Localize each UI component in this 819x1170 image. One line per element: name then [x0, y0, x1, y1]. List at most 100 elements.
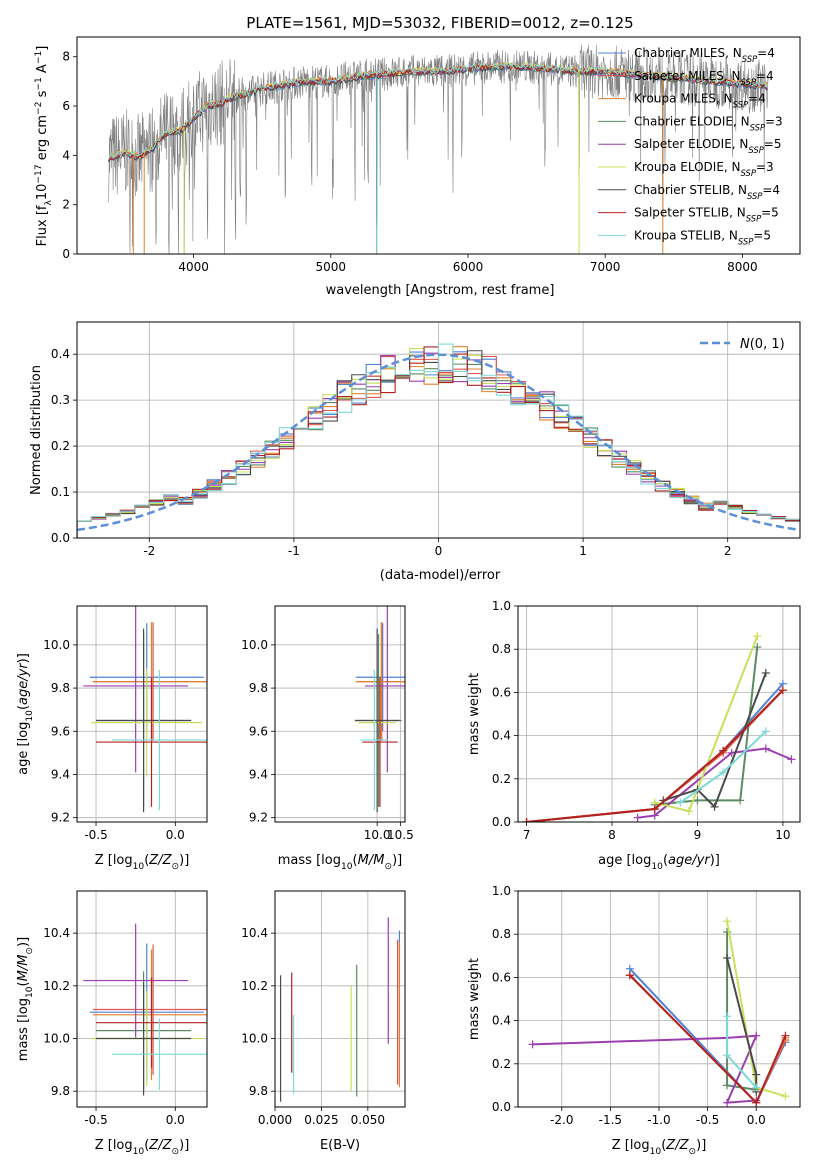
weight-vs-age-panel: 7 8 9 10 0.0 0.2 0.4 0.6 0.8 1.0 age [log10(age/yr…: [467, 599, 801, 872]
axes-frame: [76, 36, 801, 255]
y-tick-label: 0.2: [492, 1057, 511, 1071]
y-tick-label: 9.8: [249, 1084, 268, 1098]
x-tick-label: 0.050: [351, 1113, 385, 1127]
axes-frame: [274, 605, 406, 823]
plot-area: [77, 343, 800, 538]
x-tick-label: -2: [143, 544, 155, 558]
x-tick-label: -1.5: [599, 1113, 622, 1127]
legend-label-4: Chabrier ELODIE, NSSP=3: [634, 114, 783, 132]
y-tick-label: 6: [62, 99, 70, 113]
weight-vs-metallicity-panel: -2.0 -1.5 -1.0 -0.5 0.0 0.0 0.2 0.4 0.6 0.8 1.0 Z […: [467, 884, 801, 1157]
x-tick-label: 0.0: [166, 828, 185, 842]
y-tick-label: 0.4: [492, 729, 511, 743]
axes-frame: [76, 321, 801, 539]
axes-frame: [76, 890, 208, 1108]
legend-label-normal: N(0, 1): [740, 337, 785, 352]
y-tick-label: 9.2: [249, 811, 268, 825]
legend-label-2: Salpeter MILES, NSSP=4: [634, 69, 774, 87]
x-tick-label: 0.0: [747, 1113, 766, 1127]
x-tick-label: -0.5: [696, 1113, 719, 1127]
y-tick-label: 9.6: [249, 724, 268, 738]
x-tick-label: 5000: [316, 260, 347, 274]
y-tick-label: 1.0: [492, 884, 511, 898]
x-axis-label: (data-model)/error: [380, 568, 501, 583]
y-axis-label: age [log10(age/yr)]: [16, 653, 35, 775]
x-tick-label: 6000: [453, 260, 484, 274]
x-tick-label: -1: [288, 544, 300, 558]
x-tick-label: 4000: [178, 260, 209, 274]
y-tick-label: 9.2: [51, 811, 70, 825]
y-tick-label: 0.2: [492, 772, 511, 786]
y-tick-label: 9.6: [51, 724, 70, 738]
age-vs-metallicity-panel: -0.5 0.0 9.2 9.4 9.6 9.8 10.0 Z [log10(Z/Z⊙)] ag…: [16, 605, 208, 872]
residuals-panel: -2 -1 0 1 2 0.0 0.1 0.2 0.3 0.4 (data-model)/error…: [29, 321, 801, 583]
model-spectrum-8: [108, 62, 768, 162]
y-tick-label: 2: [62, 198, 70, 212]
y-tick-label: 10.2: [241, 979, 268, 993]
y-tick-label: 9.8: [51, 681, 70, 695]
y-tick-label: 9.4: [249, 767, 268, 781]
x-axis-label: mass [log10(M/M⊙)]: [278, 853, 402, 872]
x-tick-label: -0.5: [84, 828, 107, 842]
y-tick-label: 9.4: [51, 767, 70, 781]
plot-area: [522, 632, 796, 822]
x-tick-label: 0: [435, 544, 443, 558]
x-tick-label: 0.000: [258, 1113, 292, 1127]
x-tick-label: 8000: [727, 260, 758, 274]
axes-frame: [274, 890, 406, 1108]
plot-area: [108, 44, 769, 254]
y-tick-label: 0.2: [51, 439, 70, 453]
y-axis-label: Flux [fλ10−17 erg cm−2 s−1 A−1]: [34, 46, 54, 247]
legend-label-3: Kroupa MILES, NSSP=4: [634, 92, 766, 110]
legend-label-1: Chabrier MILES, NSSP=4: [634, 46, 775, 64]
y-tick-label: 8: [62, 50, 70, 64]
y-tick-label: 0.4: [492, 1014, 511, 1028]
y-tick-label: 10.4: [43, 926, 70, 940]
x-tick-label: 10: [775, 828, 790, 842]
legend-label-7: Chabrier STELIB, NSSP=4: [634, 183, 780, 201]
y-tick-label: 4: [62, 148, 70, 162]
model-spectrum-9: [108, 62, 768, 160]
x-tick-label: 10.5: [387, 828, 414, 842]
x-axis-label: Z [log10(Z/Z⊙)]: [95, 853, 190, 872]
y-axis-label: mass weight: [467, 673, 482, 755]
y-tick-label: 0.0: [492, 815, 511, 829]
legend-label-6: Kroupa ELODIE, NSSP=3: [634, 160, 774, 178]
axes-frame: [76, 605, 208, 823]
y-tick-label: 0.8: [492, 642, 511, 656]
y-tick-label: 0.3: [51, 393, 70, 407]
y-tick-label: 10.0: [43, 638, 70, 652]
legend-label-8: Salpeter STELIB, NSSP=5: [634, 206, 779, 224]
x-tick-label: 8: [608, 828, 616, 842]
spectrum-panel: 4000 5000 6000 7000 8000 0 2 4 6 8 wavelength [Ang…: [34, 36, 801, 298]
plot-area: [83, 606, 207, 813]
x-tick-label: 9: [694, 828, 702, 842]
y-tick-label: 0.4: [51, 347, 70, 361]
mass-vs-metallicity-panel: -0.5 0.0 9.8 10.0 10.2 10.4 Z [log10(Z/Z⊙)] mas…: [16, 890, 208, 1157]
mass-vs-ebv-panel: 0.000 0.025 0.050 9.8 10.0 10.2 10.4 E(B-V): [241, 890, 406, 1153]
y-tick-label: 0.0: [51, 531, 70, 545]
x-axis-label: Z [log10(Z/Z⊙)]: [95, 1138, 190, 1157]
plot-area: [279, 917, 401, 1102]
y-tick-label: 0: [62, 247, 70, 261]
y-tick-label: 10.0: [241, 1032, 268, 1046]
y-tick-label: 10.0: [43, 1032, 70, 1046]
y-axis-label: mass weight: [467, 958, 482, 1040]
x-axis-label: wavelength [Angstrom, rest frame]: [326, 283, 555, 298]
x-tick-label: 0.0: [166, 1113, 185, 1127]
x-tick-label: 1: [579, 544, 587, 558]
axes-frame: [517, 890, 801, 1108]
x-tick-label: 7: [523, 828, 531, 842]
x-tick-label: 7000: [590, 260, 621, 274]
legend-label-5: Salpeter ELODIE, NSSP=5: [634, 137, 782, 155]
weight-age-line-4: [654, 646, 759, 806]
y-tick-label: 1.0: [492, 599, 511, 613]
y-axis-label: Normed distribution: [29, 365, 44, 495]
x-tick-label: -0.5: [84, 1113, 107, 1127]
x-axis-label: Z [log10(Z/Z⊙)]: [612, 1138, 707, 1157]
x-tick-label: 2: [724, 544, 732, 558]
y-tick-label: 0.6: [492, 970, 511, 984]
y-tick-label: 0.1: [51, 485, 70, 499]
